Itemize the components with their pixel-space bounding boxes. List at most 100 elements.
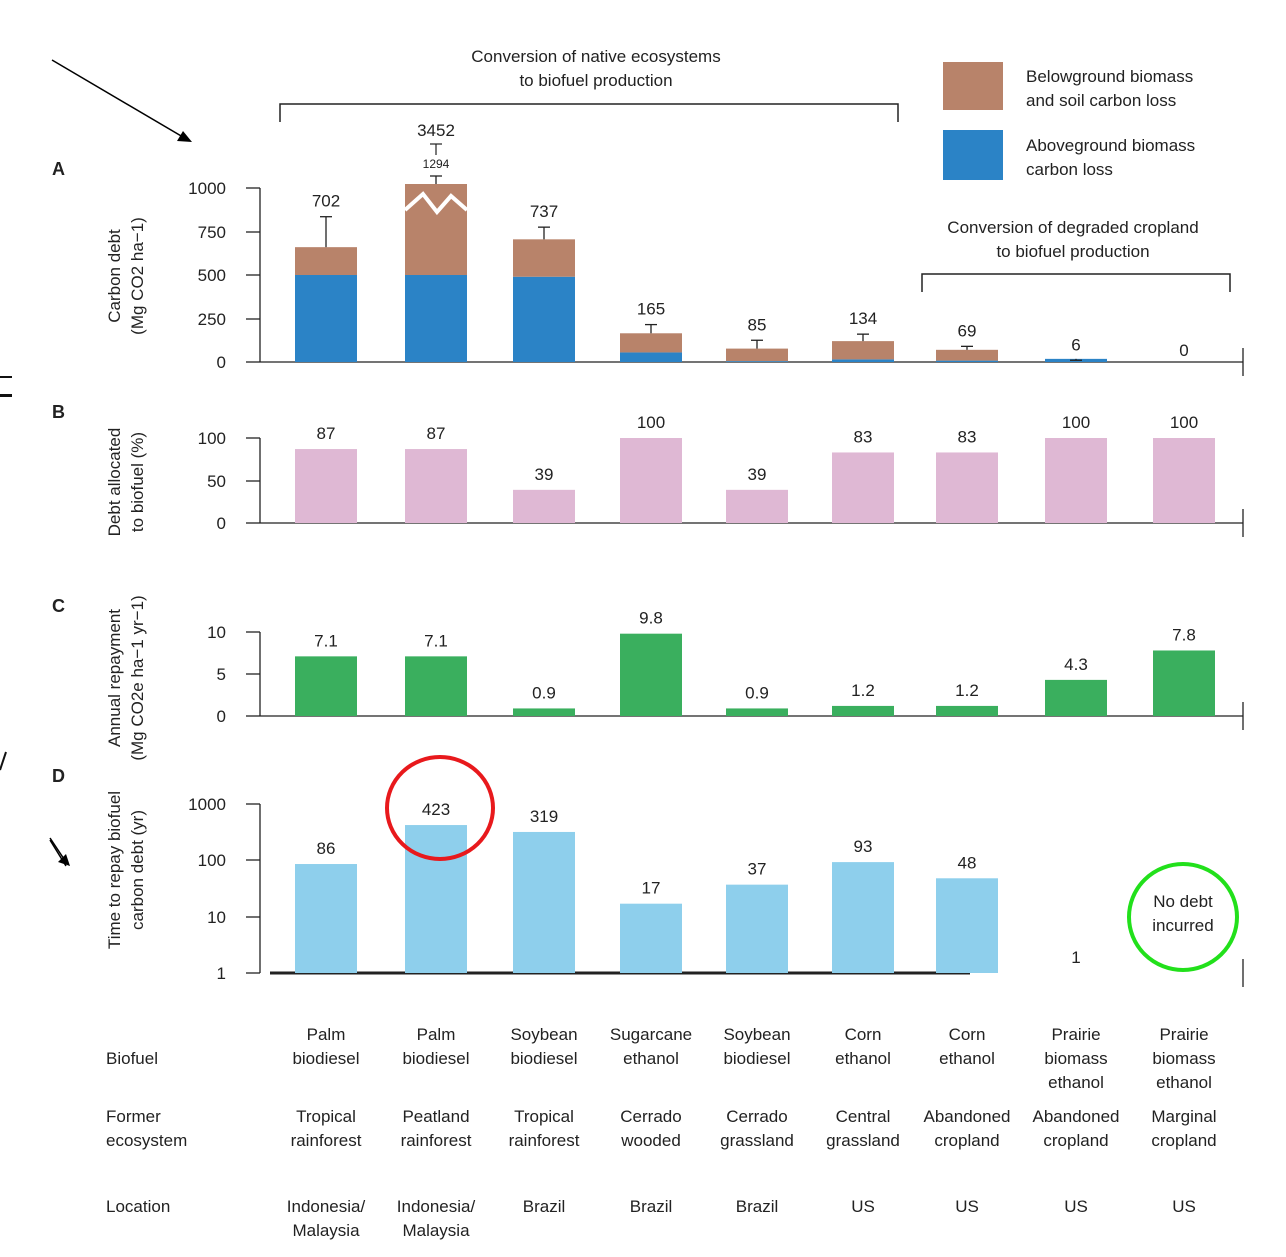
bar-value-label: 93 (854, 837, 873, 856)
category-biofuel-label: Soybean (723, 1025, 790, 1044)
bar-belowground (726, 348, 788, 362)
bar-total-label: 0 (1179, 341, 1188, 360)
bar-total-label: 702 (312, 192, 340, 211)
category-ecosystem-label: cropland (1151, 1131, 1216, 1150)
category-ecosystem-label: cropland (1043, 1131, 1108, 1150)
category-location-label: Malaysia (292, 1221, 360, 1240)
bar-value-label: 9.8 (639, 609, 663, 628)
category-location-label: US (1172, 1197, 1196, 1216)
panel-letter-d: D (52, 766, 65, 786)
panel-c-y-tick-label: 5 (217, 665, 226, 684)
bar-annual-repayment (405, 656, 467, 716)
break-lower-label: 1294 (423, 157, 450, 171)
legend: Belowground biomass and soil carbon loss… (943, 62, 1195, 180)
axis-break-mark (403, 191, 469, 216)
bar-annual-repayment (1153, 650, 1215, 716)
bar-belowground (513, 239, 575, 277)
category-ecosystem-label: Abandoned (1033, 1107, 1120, 1126)
bar-aboveground (405, 275, 467, 362)
bar-value-label: 17 (642, 879, 661, 898)
bar-time-to-repay (295, 864, 357, 973)
category-location-label: US (1064, 1197, 1088, 1216)
panel-b-ylabel-2: to biofuel (%) (128, 432, 147, 532)
bar-time-to-repay (620, 903, 682, 973)
bar-debt-allocated (405, 449, 467, 523)
category-biofuel-label: ethanol (623, 1049, 679, 1068)
bar-annual-repayment (1045, 679, 1107, 716)
category-ecosystem-label: grassland (720, 1131, 794, 1150)
category-location-label: Indonesia/ (287, 1197, 366, 1216)
bar-total-label: 737 (530, 202, 558, 221)
legend-swatch-belowground (943, 62, 1003, 110)
bar-debt-allocated (726, 489, 788, 523)
category-biofuel-label: ethanol (1156, 1073, 1212, 1092)
bar-value-label: 4.3 (1064, 655, 1088, 674)
arrow-head-panel-d (58, 854, 70, 866)
bar-aboveground (832, 359, 894, 362)
bar-total-label: 134 (849, 309, 877, 328)
row-labels: Biofuel Former ecosystem Location (106, 1049, 187, 1216)
panel-d-y-tick-label: 1000 (188, 795, 226, 814)
category-ecosystem-label: Tropical (514, 1107, 574, 1126)
category-ecosystem-label: rainforest (509, 1131, 580, 1150)
category-biofuel-label: biodiesel (723, 1049, 790, 1068)
bar-debt-allocated (513, 489, 575, 523)
bar-belowground (295, 247, 357, 275)
bar-total-label: 69 (958, 321, 977, 340)
category-biofuel-label: Prairie (1051, 1025, 1100, 1044)
legend-label-aboveground-1: Aboveground biomass (1026, 136, 1195, 155)
panel-b-ylabel-1: Debt allocated (105, 428, 124, 537)
category-location-label: Brazil (736, 1197, 779, 1216)
bar-value-label: 319 (530, 807, 558, 826)
category-biofuel-label: Soybean (510, 1025, 577, 1044)
bar-value-label: 100 (637, 413, 665, 432)
panel-a-y-tick-label: 1000 (188, 179, 226, 198)
category-biofuel-label: Sugarcane (610, 1025, 692, 1044)
bar-time-to-repay (726, 884, 788, 973)
bar-value-label: 48 (958, 853, 977, 872)
panel-letter-c: C (52, 596, 65, 616)
bar-value-label: 7.8 (1172, 625, 1196, 644)
bar-aboveground (726, 361, 788, 362)
native-title-line2: to biofuel production (519, 71, 672, 90)
row-label-location: Location (106, 1197, 170, 1216)
legend-label-belowground-2: and soil carbon loss (1026, 91, 1176, 110)
bar-annual-repayment (513, 708, 575, 716)
bar-annual-repayment (295, 656, 357, 716)
bar-value-label: 1.2 (851, 681, 875, 700)
bar-annual-repayment (620, 633, 682, 716)
degraded-bracket (921, 273, 1231, 292)
category-location-label: US (851, 1197, 875, 1216)
bar-annual-repayment (936, 705, 998, 716)
bar-belowground (405, 184, 467, 275)
bar-total-label: 85 (748, 315, 767, 334)
edge-mark-3 (0, 751, 7, 771)
bar-value-label: 0.9 (532, 683, 556, 702)
bar-belowground (620, 333, 682, 353)
bar-value-label: 37 (748, 860, 767, 879)
panel-a-y-tick-label: 750 (198, 223, 226, 242)
bar-value-label: 83 (958, 427, 977, 446)
panel-b-y-tick-label: 100 (198, 429, 226, 448)
panel-a-y-tick-label: 0 (217, 353, 226, 372)
panel-a-ylabel-2: (Mg CO2 ha−1) (128, 217, 147, 335)
bar-value-label: 7.1 (424, 631, 448, 650)
row-label-former-2: ecosystem (106, 1131, 187, 1150)
arrow-line-top (51, 59, 189, 141)
category-ecosystem-label: Cerrado (620, 1107, 681, 1126)
highlights: No debt incurred (385, 755, 1239, 972)
native-bracket (279, 103, 899, 122)
category-location-label: Brazil (523, 1197, 566, 1216)
bar-annual-repayment (832, 705, 894, 716)
panel-d-ylabel-2: carbon debt (yr) (128, 810, 147, 930)
bar-total-label: 165 (637, 300, 665, 319)
category-biofuel-label: biomass (1152, 1049, 1215, 1068)
panel-c-ylabel-1: Annual repayment (105, 609, 124, 747)
panel-c-y-tick-label: 10 (207, 623, 226, 642)
degraded-title-line1: Conversion of degraded cropland (947, 218, 1198, 237)
bar-value-label: 39 (535, 465, 554, 484)
panel-letters: A B C D (52, 159, 65, 786)
native-title-line1: Conversion of native ecosystems (471, 47, 720, 66)
category-biofuel-label: Palm (307, 1025, 346, 1044)
